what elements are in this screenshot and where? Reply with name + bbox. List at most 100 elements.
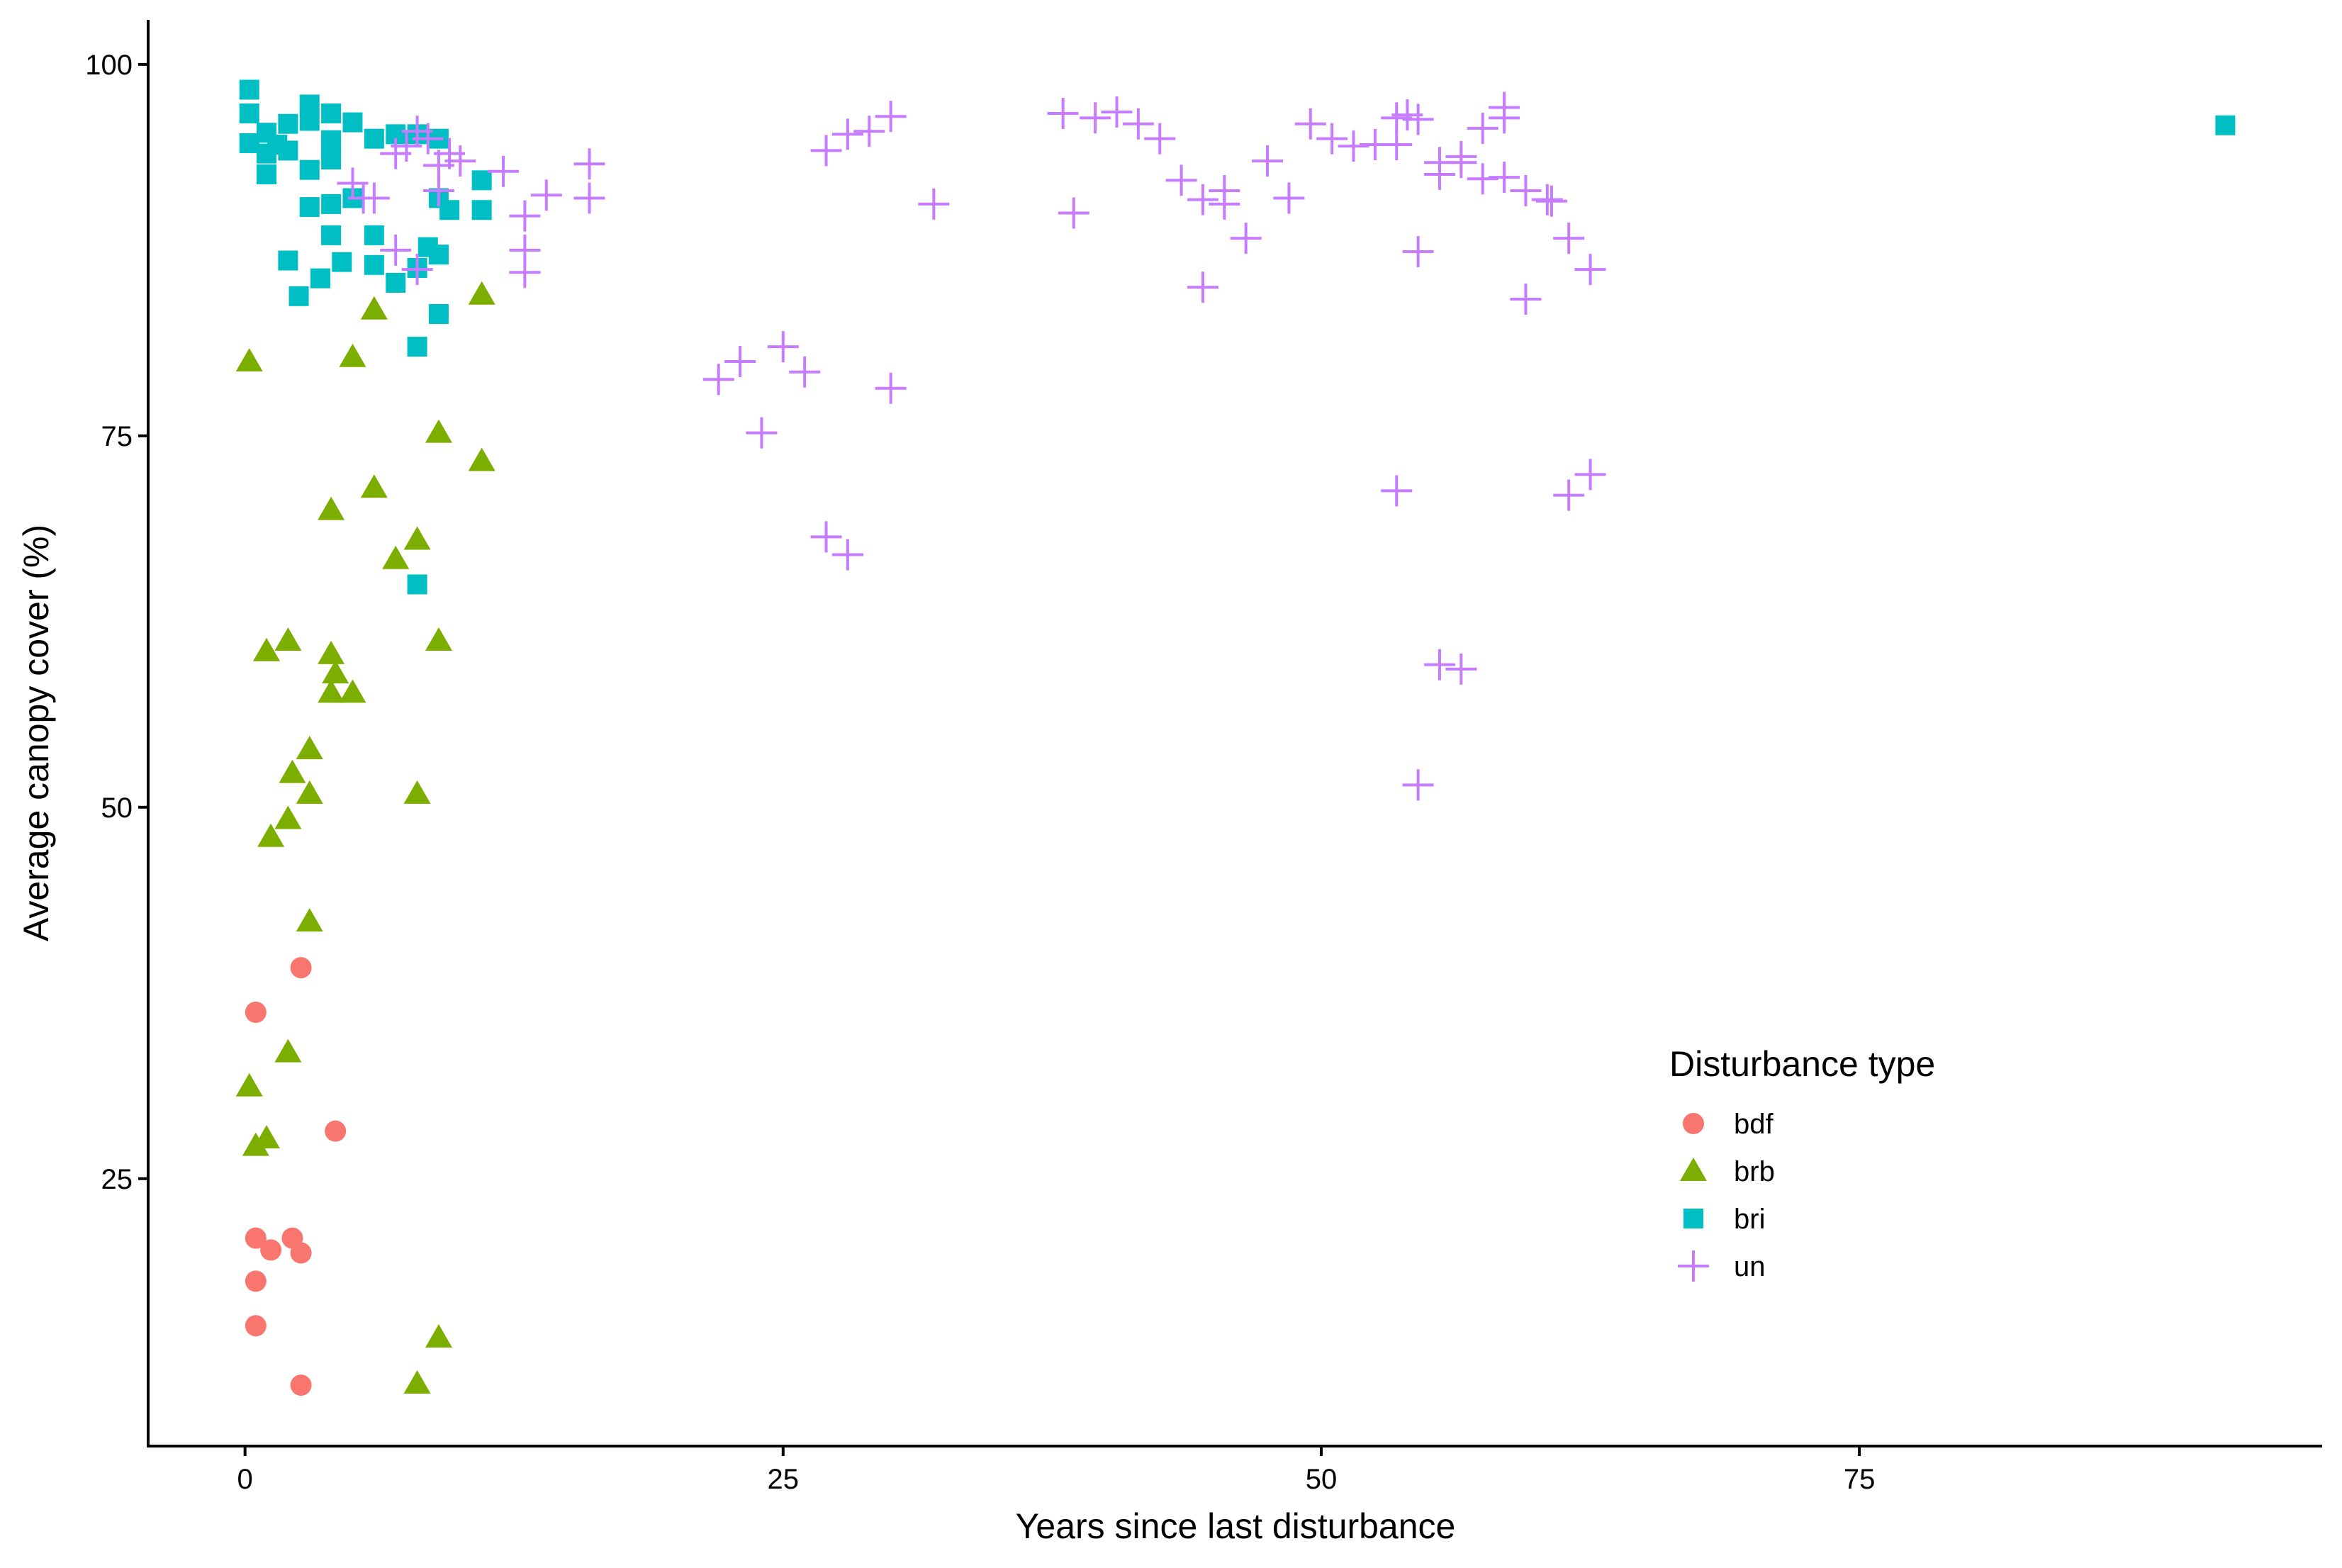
point-un: [746, 417, 778, 449]
point-un: [1574, 459, 1606, 491]
point-un: [1553, 223, 1585, 254]
point-bri: [299, 111, 320, 131]
legend-key-brb: [1680, 1158, 1707, 1181]
point-un: [412, 123, 444, 155]
point-un: [810, 521, 842, 553]
point-un: [831, 118, 863, 150]
point-un: [1381, 475, 1413, 507]
point-un: [1187, 271, 1218, 303]
legend: Disturbance type bdf brb bri un: [1669, 1044, 1935, 1282]
legend-label-bdf: bdf: [1734, 1109, 1774, 1140]
point-un: [1230, 223, 1262, 254]
point-brb: [257, 823, 285, 847]
point-brb: [339, 343, 366, 367]
y-tick-label: 25: [101, 1164, 133, 1195]
point-un: [702, 364, 734, 396]
point-un: [724, 346, 756, 378]
point-bri: [321, 130, 342, 150]
point-brb: [318, 496, 345, 520]
point-bri: [2215, 115, 2236, 135]
point-bri: [386, 272, 406, 293]
point-un: [1445, 147, 1477, 179]
point-brb: [242, 1132, 269, 1156]
points-layer: [235, 79, 2236, 1396]
point-bdf: [245, 1315, 267, 1337]
point-un: [1338, 130, 1369, 162]
point-un: [1273, 182, 1305, 214]
point-bri: [239, 133, 259, 153]
point-brb: [318, 640, 345, 664]
x-tick-label: 25: [768, 1464, 800, 1495]
legend-label-un: un: [1734, 1251, 1766, 1282]
point-un: [1574, 254, 1606, 286]
point-un: [573, 148, 605, 180]
point-bri: [364, 254, 384, 275]
point-un: [444, 145, 476, 177]
legend-key-bri: [1683, 1209, 1703, 1228]
axes: [147, 20, 2322, 1447]
point-brb: [296, 736, 323, 760]
point-bdf: [245, 1002, 267, 1024]
point-bri: [321, 225, 342, 245]
legend-key-un: [1678, 1250, 1709, 1282]
point-brb: [468, 281, 495, 305]
point-un: [875, 372, 907, 404]
point-un: [1467, 112, 1498, 144]
point-un: [1294, 108, 1326, 140]
point-brb: [279, 759, 306, 783]
legend-title: Disturbance type: [1669, 1044, 1935, 1084]
point-brb: [274, 805, 302, 829]
point-un: [1209, 188, 1240, 220]
y-tick-label: 100: [85, 50, 133, 81]
point-un: [401, 254, 433, 286]
point-bri: [407, 337, 427, 357]
point-un: [875, 101, 907, 133]
point-un: [853, 116, 885, 147]
point-un: [1445, 653, 1477, 685]
point-bri: [278, 113, 298, 134]
point-un: [1510, 284, 1542, 315]
legend-key-bdf: [1683, 1113, 1704, 1134]
ticks: 0 25 50 75 25 50 75 100: [85, 50, 1875, 1495]
point-un: [1489, 91, 1520, 123]
point-bri: [471, 170, 492, 191]
point-un: [530, 179, 562, 211]
legend-label-brb: brb: [1734, 1156, 1775, 1187]
point-un: [1423, 649, 1455, 681]
point-un: [1144, 123, 1176, 155]
point-brb: [339, 679, 366, 703]
y-axis-title: Average canopy cover (%): [16, 525, 56, 941]
point-bri: [321, 194, 342, 214]
point-bdf: [245, 1270, 267, 1292]
point-un: [1402, 769, 1434, 801]
point-bri: [321, 103, 342, 124]
point-bri: [428, 245, 449, 265]
point-bdf: [290, 1374, 312, 1396]
point-un: [1423, 158, 1455, 190]
point-un: [1080, 102, 1111, 134]
y-tick-label: 50: [101, 793, 133, 824]
point-brb: [274, 1038, 302, 1063]
point-brb: [403, 526, 431, 550]
point-un: [1489, 162, 1520, 194]
point-un: [1402, 235, 1434, 267]
point-brb: [403, 1370, 431, 1394]
point-brb: [425, 1324, 452, 1348]
point-un: [509, 200, 541, 232]
point-un: [1510, 175, 1542, 207]
point-un: [789, 356, 821, 388]
point-bri: [364, 225, 384, 245]
point-un: [831, 539, 863, 571]
point-bdf: [290, 957, 312, 979]
point-bri: [321, 150, 342, 170]
point-brb: [360, 296, 388, 320]
point-un: [488, 155, 520, 187]
x-tick-label: 0: [237, 1464, 253, 1495]
point-brb: [235, 1073, 263, 1097]
point-brb: [425, 419, 452, 443]
point-brb: [274, 627, 302, 651]
legend-items: bdf brb bri un: [1678, 1109, 1775, 1282]
point-un: [1535, 185, 1567, 217]
point-bri: [428, 303, 449, 324]
